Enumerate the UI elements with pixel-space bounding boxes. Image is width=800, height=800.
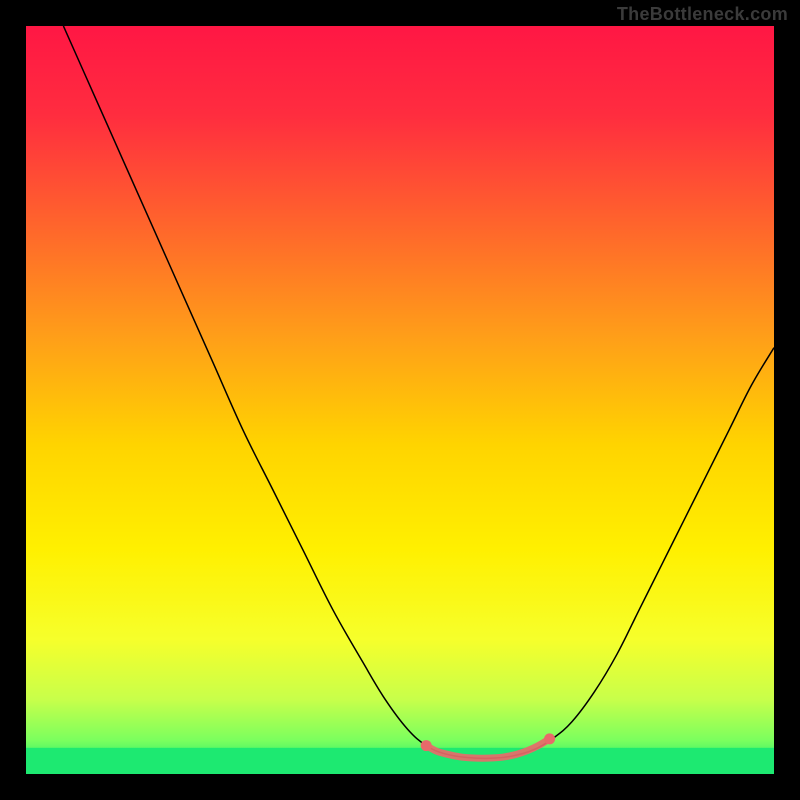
gradient-background xyxy=(26,26,774,774)
attribution-label: TheBottleneck.com xyxy=(617,4,788,25)
chart-outer-frame: TheBottleneck.com xyxy=(0,0,800,800)
green-optimal-band xyxy=(26,748,774,774)
highlight-end-marker xyxy=(544,733,555,744)
highlight-end-marker xyxy=(421,740,432,751)
plot-area xyxy=(26,26,774,774)
chart-svg xyxy=(26,26,774,774)
